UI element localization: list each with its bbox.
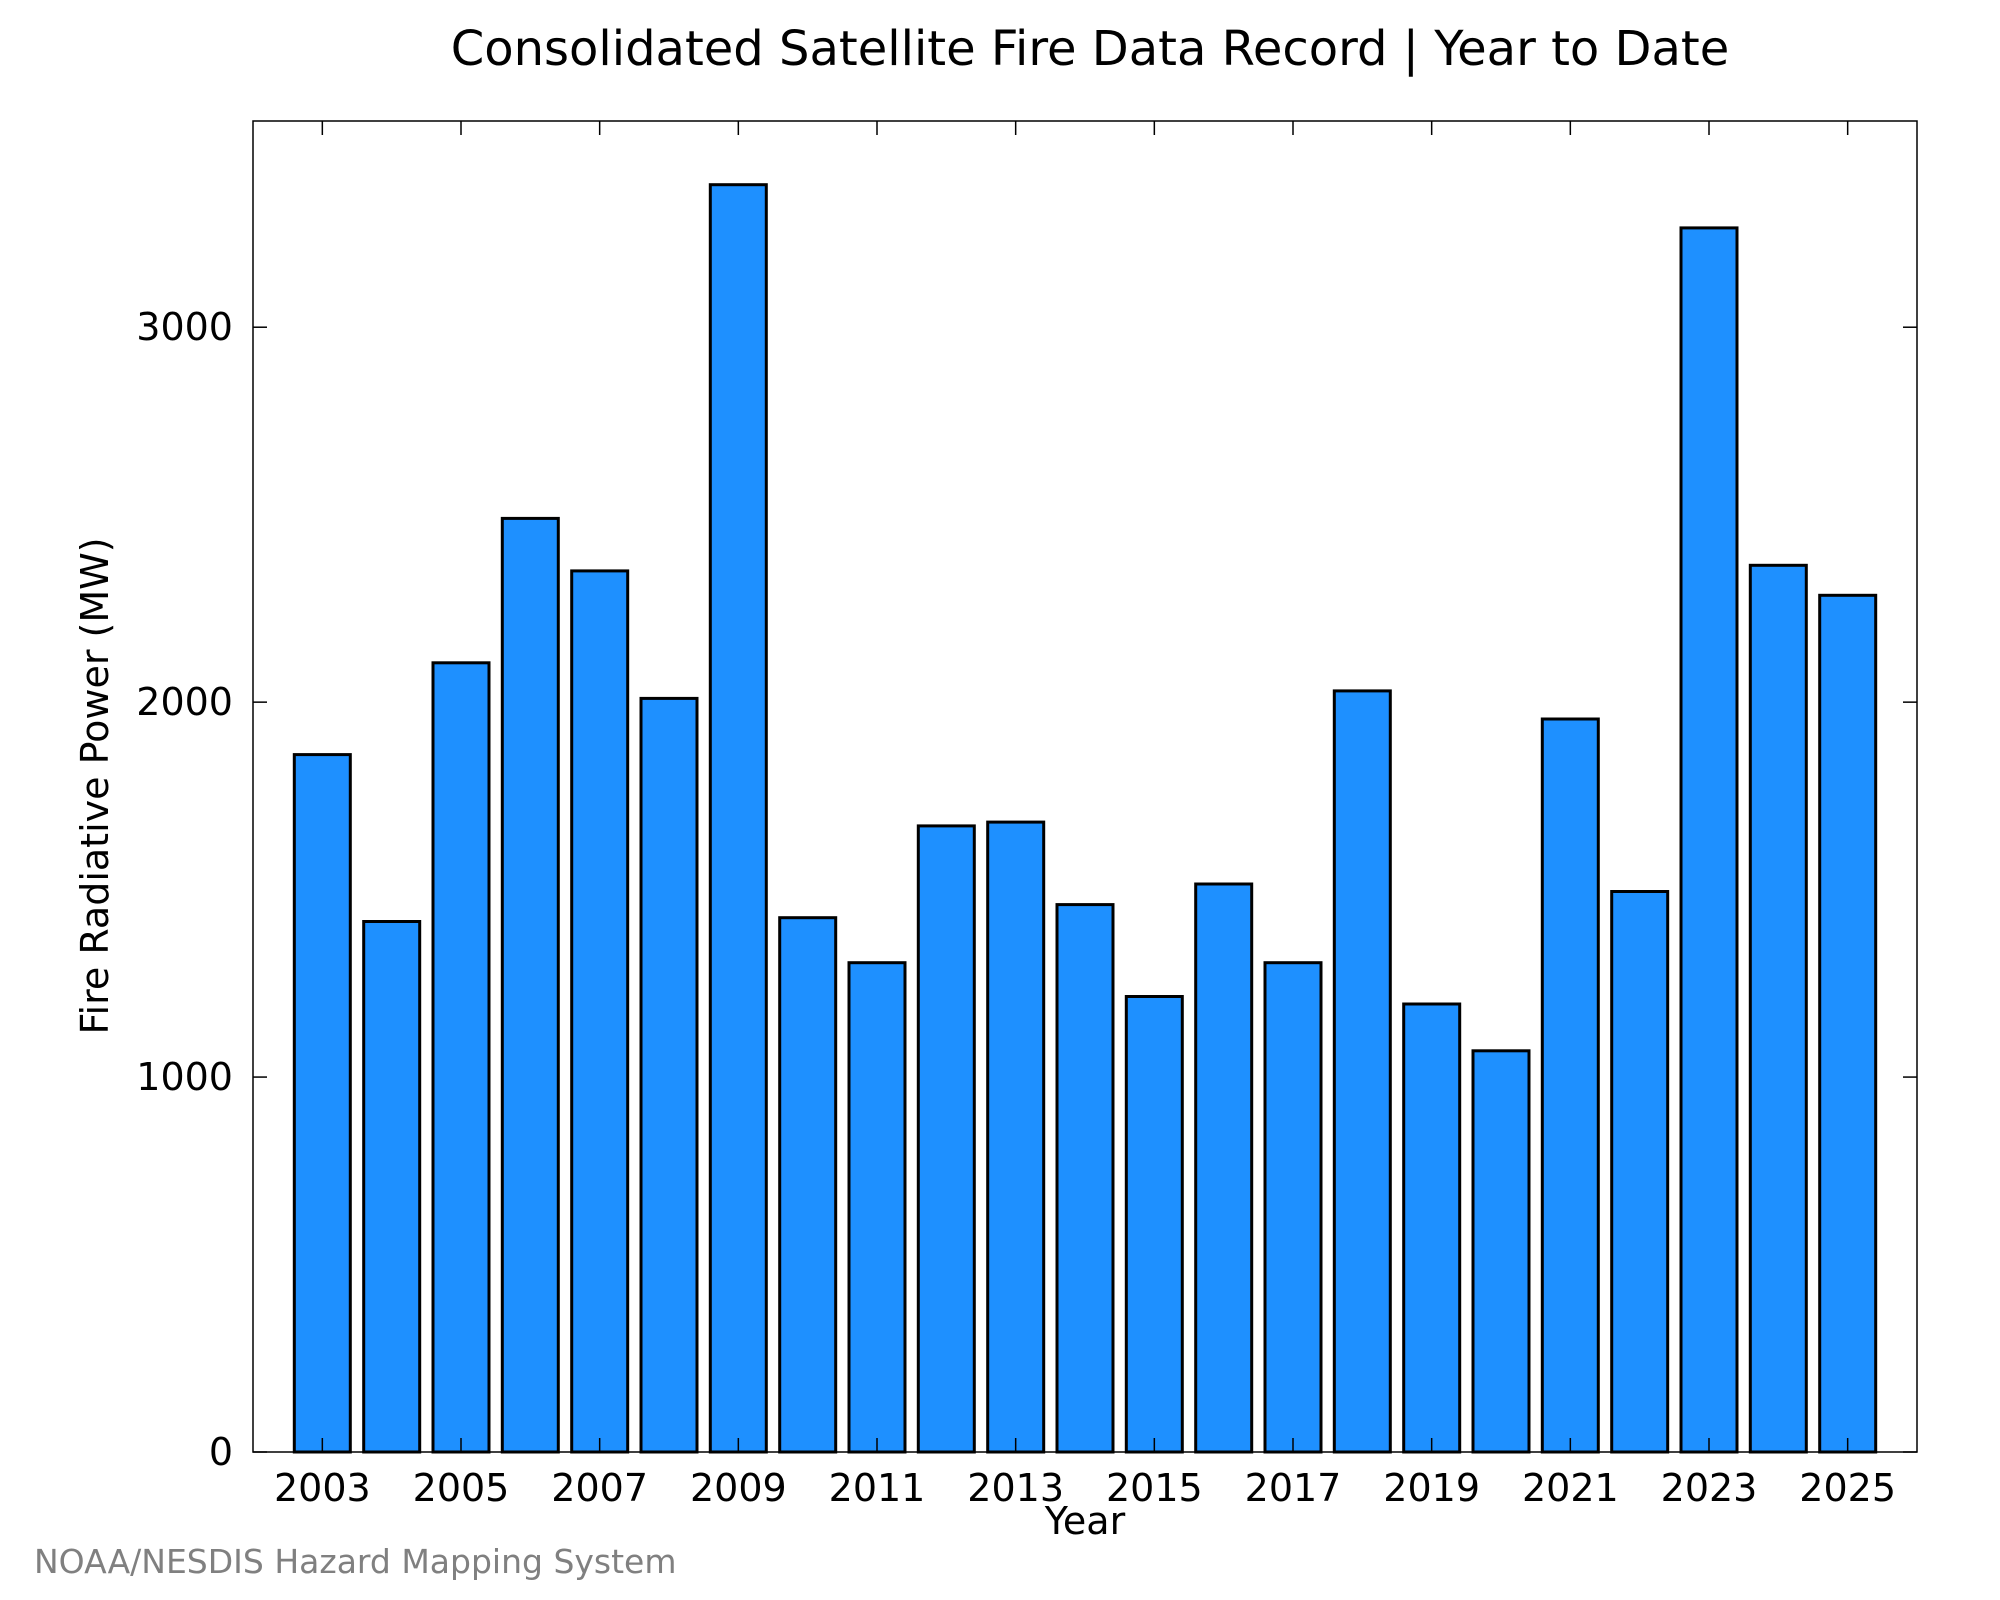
bar-2022: [1610, 890, 1670, 1454]
bar-2009: [708, 183, 768, 1454]
bar-2023: [1679, 226, 1739, 1454]
x-tick-label-2017: 2017: [1245, 1466, 1342, 1510]
x-tick-label-2021: 2021: [1522, 1466, 1619, 1510]
bar-2024: [1748, 563, 1808, 1454]
y-tick-label-2000: 2000: [136, 680, 233, 724]
bar-2010: [778, 916, 838, 1454]
bar-2016: [1194, 882, 1254, 1454]
x-tick-label-2007: 2007: [551, 1466, 648, 1510]
x-tick-label-2025: 2025: [1799, 1466, 1896, 1510]
x-tick-label-2013: 2013: [967, 1466, 1064, 1510]
bar-2015: [1124, 995, 1184, 1454]
bar-2013: [986, 820, 1046, 1454]
y-tick-label-0: 0: [209, 1430, 233, 1474]
x-tick-label-2019: 2019: [1383, 1466, 1480, 1510]
bars-group: [292, 183, 1878, 1454]
bar-2007: [570, 569, 630, 1454]
bar-2006: [500, 516, 560, 1454]
x-tick-label-2015: 2015: [1106, 1466, 1203, 1510]
bar-2014: [1055, 903, 1115, 1454]
x-tick-label-2011: 2011: [829, 1466, 926, 1510]
x-tick-label-2005: 2005: [413, 1466, 510, 1510]
bar-2005: [431, 661, 491, 1454]
y-tick-label-3000: 3000: [136, 305, 233, 349]
tick-labels-group: 2003 2005 2007 2009 2011 2013 2015 2017 2019 2021…: [136, 305, 1896, 1510]
source-credit: NOAA/NESDIS Hazard Mapping System: [34, 1542, 677, 1581]
bar-2025: [1818, 593, 1878, 1454]
bar-2021: [1540, 717, 1600, 1454]
bar-2011: [847, 961, 907, 1454]
x-tick-label-2009: 2009: [690, 1466, 787, 1510]
x-axis-label: Year: [1044, 1499, 1126, 1543]
bar-2017: [1263, 961, 1323, 1454]
bar-2018: [1332, 689, 1392, 1454]
x-tick-label-2003: 2003: [274, 1466, 371, 1510]
bar-2020: [1471, 1049, 1531, 1454]
bar-2003: [292, 753, 352, 1454]
bar-2012: [916, 824, 976, 1454]
bar-2008: [639, 696, 699, 1454]
chart-title: Consolidated Satellite Fire Data Record …: [451, 21, 1730, 77]
bar-2004: [362, 920, 422, 1454]
y-tick-label-1000: 1000: [136, 1055, 233, 1099]
bar-2019: [1402, 1002, 1462, 1454]
ticks-group: [253, 121, 1917, 1453]
y-axis-label: Fire Radiative Power (MW): [73, 537, 117, 1034]
x-tick-label-2023: 2023: [1661, 1466, 1758, 1510]
